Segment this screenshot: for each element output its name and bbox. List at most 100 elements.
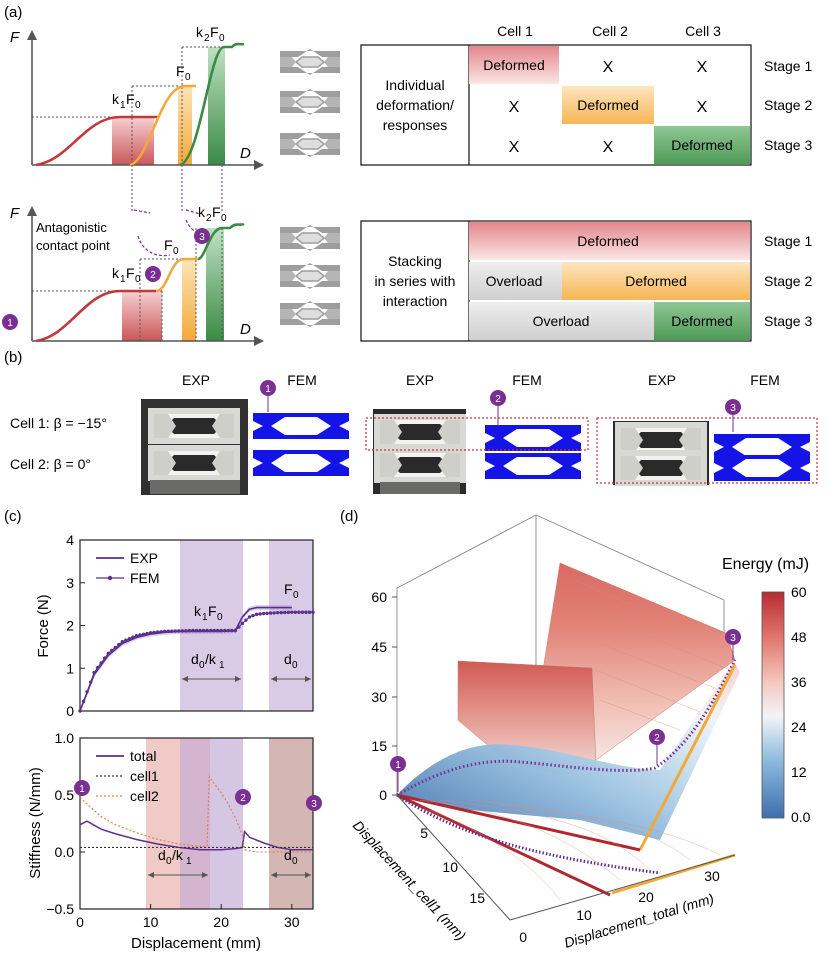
- series-line-cell2: [79, 775, 313, 853]
- marker-d-1: 1: [390, 756, 406, 792]
- svg-text:F: F: [208, 603, 217, 619]
- svg-text:F: F: [126, 265, 135, 281]
- series-point-FEM: [120, 640, 125, 644]
- stage-guides: [131, 165, 223, 212]
- series-point-FEM: [293, 610, 298, 614]
- svg-text:24: 24: [791, 719, 807, 735]
- svg-text:0.0: 0.0: [791, 809, 811, 825]
- curve-series-bottom-orange: [155, 257, 198, 293]
- stage-bottom-1: Stage 1: [764, 233, 812, 249]
- series-point-FEM: [304, 610, 308, 614]
- z-axis: 60 45 30 15 0: [371, 589, 397, 803]
- stiffness-ticks: −0.50.00.51.00 10 20 30: [46, 730, 299, 930]
- legend-cell1: cell1: [130, 768, 159, 784]
- series-point-FEM: [191, 628, 195, 633]
- svg-text:k: k: [198, 204, 206, 220]
- series-point-FEM: [92, 670, 96, 675]
- svg-text:0: 0: [219, 33, 225, 44]
- series-point-FEM: [254, 612, 259, 617]
- svg-text:30: 30: [371, 689, 387, 705]
- svg-text:1: 1: [186, 856, 192, 867]
- svg-text:1: 1: [219, 660, 225, 671]
- series-point-FEM: [124, 638, 128, 642]
- stiffness-series: [79, 775, 313, 853]
- curve-cell3-top: [179, 42, 245, 167]
- marker-b-2: 2: [490, 390, 506, 426]
- svg-text:48: 48: [791, 629, 807, 645]
- svg-text:60: 60: [371, 589, 387, 605]
- col-cell2: Cell 2: [592, 23, 628, 39]
- svg-text:0: 0: [199, 660, 205, 671]
- curve-cell1-top: [35, 115, 158, 167]
- marker-c-1: 1: [74, 780, 90, 796]
- series-point-FEM: [110, 648, 114, 653]
- annotation-d0k1: d 0/k 1: [191, 651, 225, 671]
- svg-text:d: d: [191, 651, 199, 667]
- series-point-FEM: [177, 629, 181, 633]
- series-point-FEM: [148, 631, 153, 635]
- svg-text:10: 10: [576, 907, 592, 923]
- series-point-FEM: [261, 611, 266, 616]
- svg-text:0: 0: [135, 274, 141, 285]
- fem-label-3: FEM: [750, 372, 780, 388]
- series-point-FEM: [265, 611, 269, 616]
- svg-text:d: d: [284, 847, 292, 863]
- svg-text:0: 0: [292, 660, 298, 671]
- svg-text:F: F: [212, 204, 221, 220]
- series-point-FEM: [240, 621, 245, 626]
- series-point-FEM: [99, 661, 103, 665]
- svg-text:3: 3: [199, 232, 205, 243]
- cell-r2c3: X: [697, 99, 708, 116]
- stage-top-3: Stage 3: [764, 137, 812, 153]
- marker-c-2: 2: [235, 789, 251, 805]
- series-point-FEM: [88, 680, 93, 684]
- xtick-label: 20: [213, 914, 229, 930]
- exp-label-1: EXP: [182, 372, 210, 388]
- series-point-FEM: [268, 611, 273, 615]
- svg-text:0: 0: [293, 590, 299, 601]
- svg-text:F: F: [210, 24, 219, 40]
- series-point-FEM: [187, 629, 192, 633]
- svg-text:1: 1: [395, 760, 401, 771]
- series-point-FEM: [230, 628, 234, 633]
- marker-d-2: 2: [649, 729, 665, 765]
- series-point-FEM: [247, 615, 252, 619]
- col-cell3: Cell 3: [685, 23, 721, 39]
- exp-label-2: EXP: [406, 372, 434, 388]
- ytick-label: 0.5: [55, 787, 75, 803]
- svg-text:0: 0: [135, 100, 141, 111]
- series-point-FEM: [219, 628, 223, 633]
- cell-r2c1: X: [509, 99, 520, 116]
- header-stacking-3: interaction: [383, 293, 448, 309]
- stage-bottom-2: Stage 2: [764, 273, 812, 289]
- svg-text:3: 3: [311, 799, 317, 810]
- svg-text:2: 2: [150, 270, 156, 281]
- svg-text:k: k: [196, 24, 204, 40]
- panel-d: (d): [340, 508, 811, 951]
- fem-model-1: [253, 413, 349, 476]
- highlight-box-2: [365, 417, 589, 451]
- header-individual-1: Individual: [385, 77, 444, 93]
- svg-text:1: 1: [202, 612, 208, 623]
- table-individual: Cell 1 Cell 2 Cell 3 Individual deformat…: [360, 23, 812, 166]
- cell-r3c3: Deformed: [671, 137, 732, 153]
- svg-text:1: 1: [120, 100, 126, 111]
- cell-schematics-bottom: [279, 224, 341, 328]
- series-point-FEM: [212, 628, 216, 633]
- ytick-label: 1: [66, 660, 74, 676]
- series-point-FEM: [159, 630, 163, 634]
- svg-text:5: 5: [420, 825, 428, 841]
- stiffness-ylabel: Stiffness (N/mm): [27, 767, 44, 878]
- svg-text:2: 2: [654, 733, 660, 744]
- svg-text:10: 10: [442, 859, 458, 875]
- axis-d-bottom: D: [240, 321, 251, 338]
- series-point-FEM: [103, 656, 107, 660]
- series-line-total: [79, 820, 313, 851]
- svg-text:/k: /k: [205, 651, 217, 667]
- series-point-FEM: [106, 651, 110, 655]
- series-point-FEM: [113, 645, 118, 650]
